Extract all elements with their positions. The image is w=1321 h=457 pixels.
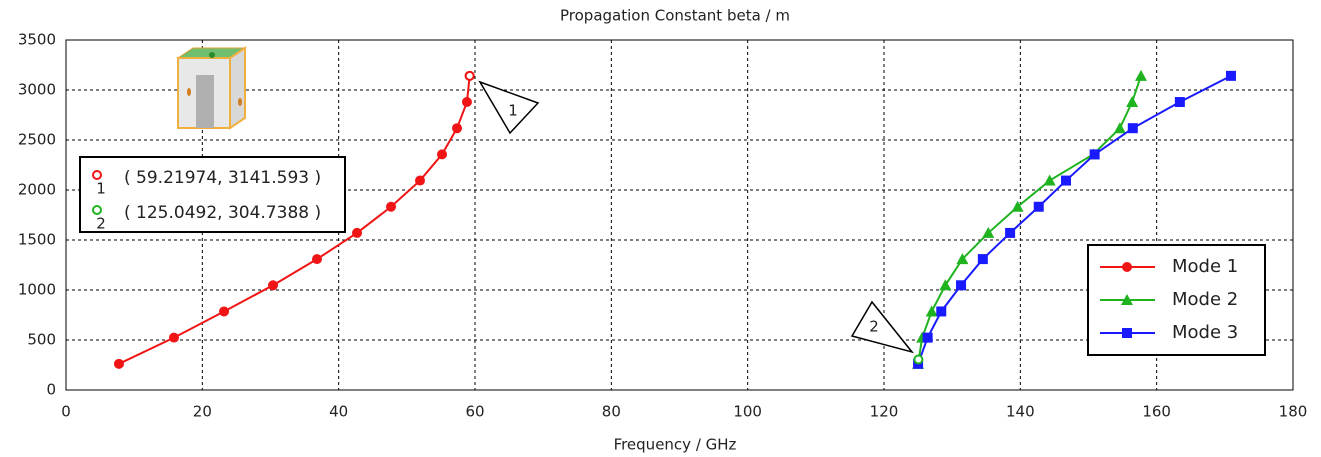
x-tick-label: 120 [870,403,899,421]
point [1126,96,1138,107]
point [1226,71,1236,81]
legend-marker [1122,328,1132,338]
chart-title: Propagation Constant beta / m [560,7,790,25]
x-tick-label: 0 [61,403,71,421]
marker-point [466,72,474,80]
point [978,254,988,264]
point [1090,149,1100,159]
point [462,97,472,107]
callout-label: 1 [508,102,518,120]
point [312,254,322,264]
point [437,149,447,159]
point [268,280,278,290]
marker-index: 2 [96,215,106,233]
point [386,202,396,212]
point [923,333,933,343]
marker-readout: ( 125.0492, 304.7388 ) [124,203,321,223]
point [939,279,951,290]
y-tick-label: 0 [46,381,56,399]
point [956,280,966,290]
point [1005,228,1015,238]
y-tick-label: 1500 [18,231,56,249]
legend-label: Mode 3 [1172,322,1238,343]
marker-readout: ( 59.21974, 3141.593 ) [124,168,321,188]
x-tick-label: 180 [1279,403,1308,421]
point [926,305,938,316]
point [1175,97,1185,107]
point [1128,123,1138,133]
model-icon [178,48,245,128]
point [169,333,179,343]
x-tick-label: 20 [193,403,212,421]
x-tick-label: 160 [1142,403,1171,421]
x-axis-label: Frequency / GHz [614,436,737,454]
chart: Propagation Constant beta / m Frequency … [0,0,1321,457]
y-tick-label: 3000 [18,81,56,99]
x-tick-label: 60 [465,403,484,421]
point [1135,70,1147,81]
x-tick-label: 80 [602,403,621,421]
point [1114,122,1126,133]
marker-icon [93,171,101,179]
point [452,123,462,133]
legend-label: Mode 1 [1172,256,1238,277]
marker-index: 1 [96,180,106,198]
x-tick-label: 40 [329,403,348,421]
callout-2 [852,302,912,352]
point [936,306,946,316]
legend-marker [1122,262,1132,272]
point [1034,202,1044,212]
point [219,306,229,316]
y-tick-label: 500 [27,331,56,349]
point [1061,176,1071,186]
point [114,359,124,369]
y-tick-label: 3500 [18,31,56,49]
point [352,228,362,238]
page: {"chart_data": {"type": "line", "title":… [0,0,1321,457]
y-tick-label: 1000 [18,281,56,299]
y-tick-label: 2500 [18,131,56,149]
callout-label: 2 [869,318,879,336]
x-tick-label: 140 [1006,403,1035,421]
point [1044,175,1056,186]
point [415,176,425,186]
x-tick-label: 100 [733,403,762,421]
y-tick-label: 2000 [18,181,56,199]
marker-icon [93,206,101,214]
legend-label: Mode 2 [1172,289,1238,310]
marker-point [914,356,922,364]
